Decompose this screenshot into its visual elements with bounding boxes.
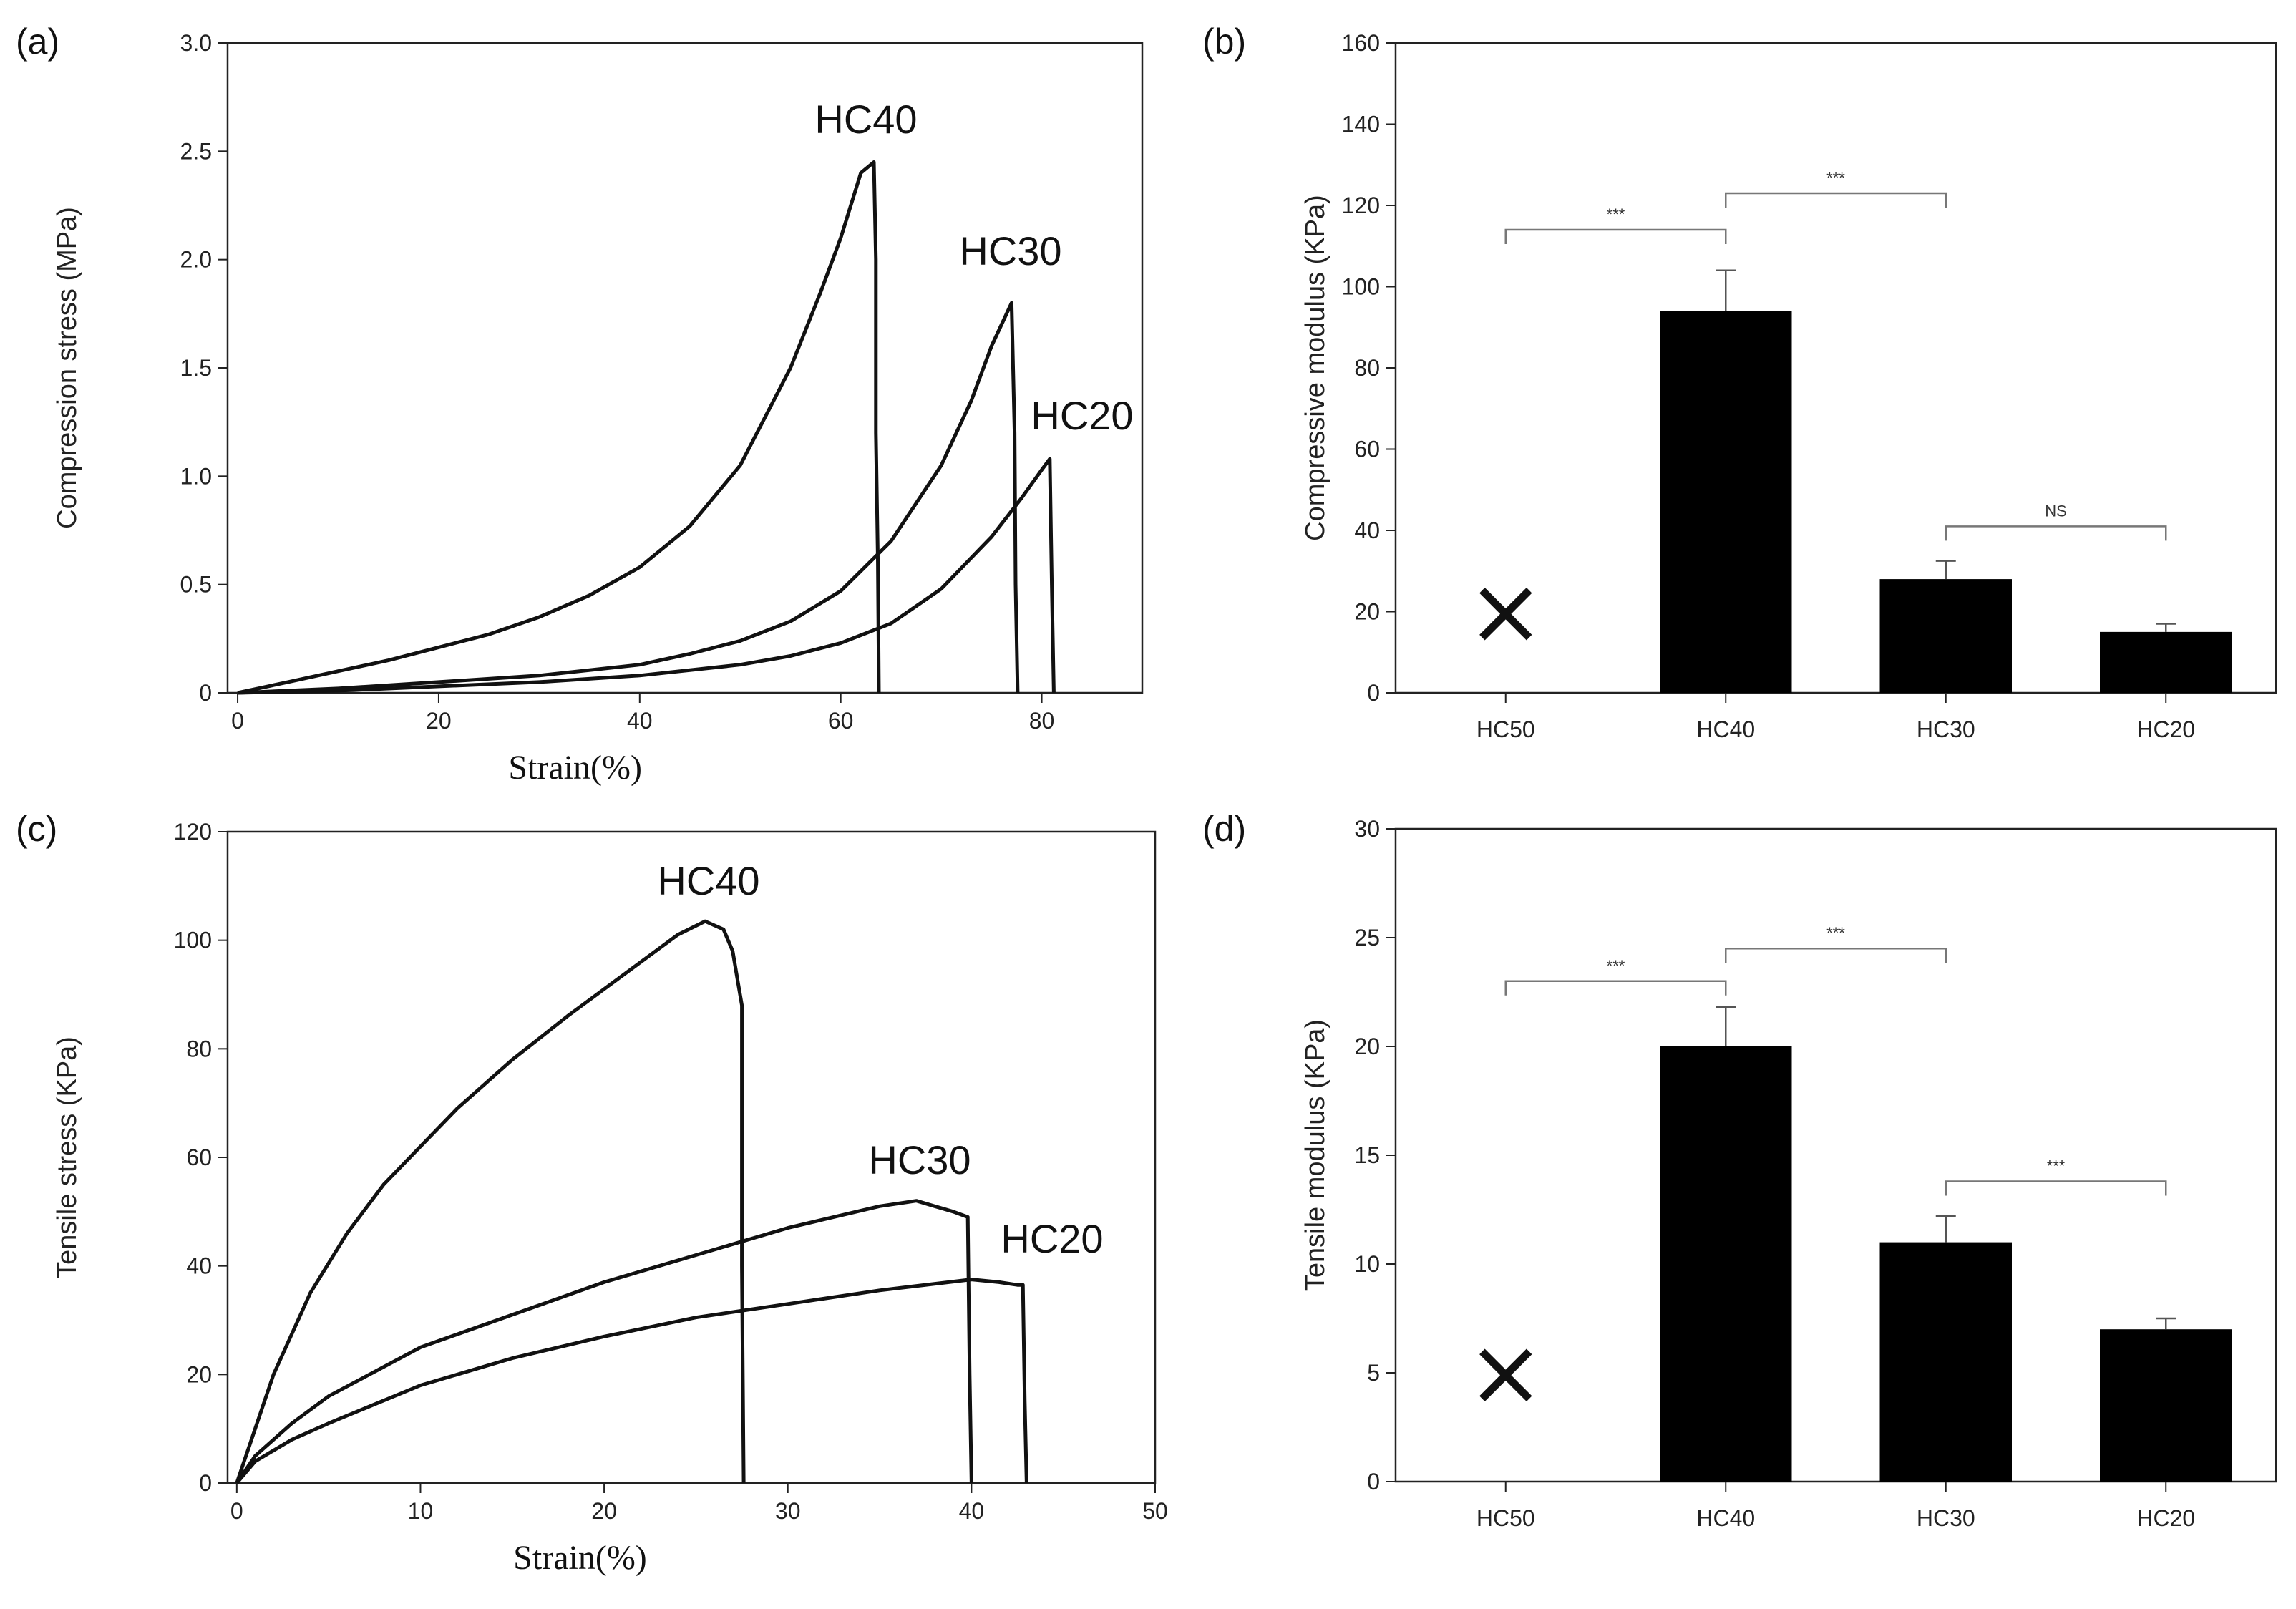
series-line-hc30	[237, 301, 1020, 695]
x-tick-label: HC30	[1917, 716, 1975, 742]
bar-hc20	[2100, 631, 2232, 693]
y-tick-label: 120	[174, 819, 212, 845]
x-axis-label: Strain(%)	[513, 1539, 647, 1577]
x-tick-label: 0	[231, 708, 244, 734]
curve-label-hc40: HC40	[814, 97, 917, 142]
panel-label: (b)	[1202, 21, 1246, 62]
bar-hc30	[1879, 1242, 2012, 1482]
y-tick-label: 5	[1367, 1360, 1380, 1386]
bar-hc20	[2100, 1329, 2232, 1482]
panel-label: (d)	[1202, 809, 1246, 849]
y-axis-label: Compressive modulus (KPa)	[1300, 195, 1331, 541]
y-tick-label: 140	[1342, 112, 1380, 137]
failed-sample-marker: ×	[1466, 1318, 1545, 1426]
significance-bracket	[1725, 192, 1947, 208]
y-tick-label: 20	[1354, 599, 1380, 625]
y-axis-label: Compression stress (MPa)	[52, 207, 82, 529]
y-tick-label: 80	[186, 1036, 212, 1061]
y-tick-label: 0.5	[180, 572, 212, 598]
series-line-hc30	[235, 1199, 973, 1484]
y-axis-label: Tensile stress (KPa)	[52, 1036, 82, 1278]
x-tick-label: 20	[426, 708, 452, 734]
x-tick-label: HC50	[1477, 716, 1535, 742]
failed-sample-marker: ×	[1466, 557, 1545, 666]
y-tick-label: 0	[1367, 1469, 1380, 1494]
y-tick-label: 160	[1342, 30, 1380, 56]
x-tick-label: HC20	[2136, 716, 2195, 742]
y-tick-label: 60	[186, 1144, 212, 1170]
bar-hc40	[1660, 1046, 1792, 1482]
chart-panel-b: (b) 0 20 40 60 80 100 120 140 160 Compressive modu…	[1202, 21, 2277, 742]
x-tick-label: HC30	[1917, 1505, 1975, 1531]
significance-label: ***	[1607, 205, 1625, 223]
y-tick-label: 0	[1367, 680, 1380, 706]
y-tick-label: 15	[1354, 1142, 1380, 1168]
significance-bracket	[1945, 525, 2167, 541]
y-tick-label: 20	[186, 1361, 212, 1387]
curve-label-hc20: HC20	[1031, 393, 1133, 438]
significance-label: ***	[2047, 1157, 2066, 1175]
series-line-hc40	[235, 919, 746, 1484]
x-tick-label: HC50	[1477, 1505, 1535, 1531]
y-tick-label: 0	[199, 680, 212, 706]
y-tick-label: 25	[1354, 925, 1380, 951]
x-tick-label: HC40	[1696, 716, 1755, 742]
chart-panel-a: (a) 0 0.5 1.0 1.5 2.0 2.5 3.0 Compression stress…	[16, 21, 1144, 787]
y-tick-label: 1.5	[180, 355, 212, 381]
chart-panel-c: (c) 0 20 40 60 80 100 120 Tensile stress (KPa) 0 1…	[16, 809, 1168, 1577]
significance-bracket	[1725, 947, 1947, 963]
x-tick-label: HC40	[1696, 1505, 1755, 1531]
y-axis-label: Tensile modulus (KPa)	[1300, 1019, 1331, 1291]
x-tick-label: 60	[828, 708, 854, 734]
x-tick-label: 0	[230, 1498, 243, 1524]
x-tick-label: HC20	[2136, 1505, 2195, 1531]
y-tick-label: 60	[1354, 437, 1380, 462]
x-tick-label: 50	[1142, 1498, 1168, 1524]
significance-label: ***	[1826, 924, 1845, 942]
y-tick-label: 80	[1354, 355, 1380, 381]
x-tick-label: 10	[408, 1498, 434, 1524]
curve-label-hc20: HC20	[1001, 1216, 1103, 1261]
x-tick-label: 40	[959, 1498, 985, 1524]
significance-label: ***	[1607, 957, 1625, 975]
y-tick-label: 0	[199, 1470, 212, 1496]
curve-label-hc40: HC40	[657, 858, 759, 903]
series-line-hc40	[237, 160, 881, 695]
significance-bracket	[1504, 980, 1727, 996]
x-tick-label: 80	[1029, 708, 1055, 734]
y-tick-label: 40	[186, 1253, 212, 1279]
significance-label: ***	[1826, 169, 1845, 187]
y-tick-label: 120	[1342, 193, 1380, 218]
x-tick-label: 30	[775, 1498, 801, 1524]
y-tick-label: 30	[1354, 816, 1380, 842]
bar-hc30	[1879, 579, 2012, 693]
y-tick-label: 2.0	[180, 247, 212, 273]
panel-label: (a)	[16, 21, 59, 62]
y-tick-label: 1.0	[180, 463, 212, 489]
chart-panel-d: (d) 0 5 10 15 20 25 30 Tensile modulus (KPa) HC50…	[1202, 809, 2277, 1531]
bar-hc40	[1660, 311, 1792, 693]
significance-bracket	[1504, 228, 1727, 245]
y-tick-label: 3.0	[180, 30, 212, 56]
curve-label-hc30: HC30	[868, 1137, 971, 1182]
panel-label: (c)	[16, 809, 57, 849]
y-tick-label: 10	[1354, 1251, 1380, 1277]
x-tick-label: 20	[591, 1498, 617, 1524]
y-tick-label: 100	[1342, 274, 1380, 300]
x-tick-label: 40	[627, 708, 653, 734]
y-tick-label: 2.5	[180, 138, 212, 164]
x-axis-label: Strain(%)	[508, 749, 642, 787]
series-line-hc20	[237, 457, 1056, 695]
significance-bracket	[1945, 1180, 2167, 1196]
y-tick-label: 20	[1354, 1034, 1380, 1059]
series-line-hc20	[235, 1278, 1028, 1484]
y-tick-label: 40	[1354, 517, 1380, 543]
significance-label: NS	[2045, 502, 2067, 520]
curve-label-hc30: HC30	[959, 228, 1061, 273]
y-tick-label: 100	[174, 928, 212, 953]
